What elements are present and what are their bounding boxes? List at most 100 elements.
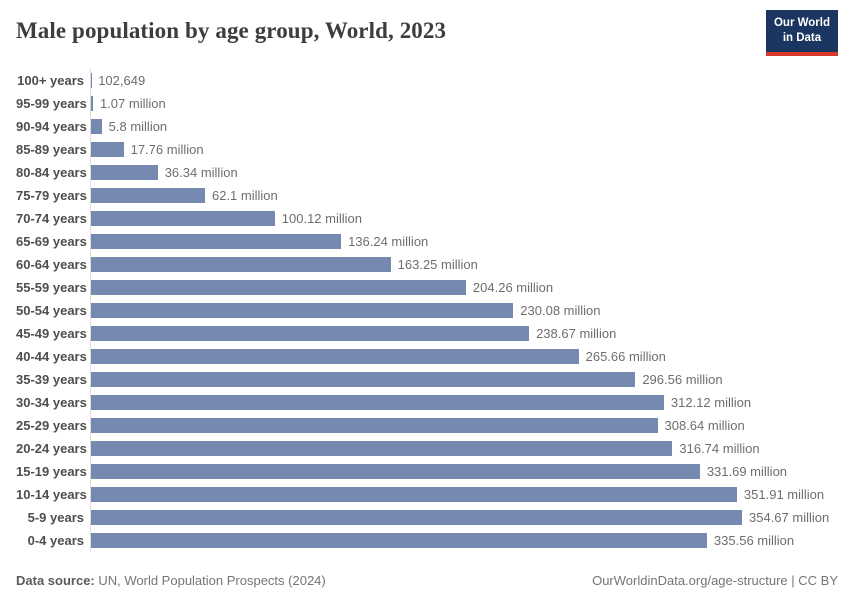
credit-link[interactable]: OurWorldinData.org/age-structure | CC BY xyxy=(592,573,838,588)
bar-row: 95-99 years 1.07 million xyxy=(16,91,843,115)
bar-row: 50-54 years 230.08 million xyxy=(16,298,843,322)
value-label: 351.91 million xyxy=(743,486,825,502)
bar[interactable] xyxy=(91,394,664,410)
age-group-label: 50-54 years xyxy=(16,302,87,318)
bar-row: 15-19 years 331.69 million xyxy=(16,459,843,483)
bar-row: 100+ years 102,649 xyxy=(16,68,843,92)
bar[interactable] xyxy=(91,486,737,502)
bar-row: 35-39 years 296.56 million xyxy=(16,367,843,391)
age-group-label: 75-79 years xyxy=(16,187,87,203)
bar[interactable] xyxy=(91,256,391,272)
bar-row: 40-44 years 265.66 million xyxy=(16,344,843,368)
bar-row: 0-4 years 335.56 million xyxy=(16,528,843,552)
value-label: 102,649 xyxy=(98,72,146,88)
bar-row: 25-29 years 308.64 million xyxy=(16,413,843,437)
bar-row: 45-49 years 238.67 million xyxy=(16,321,843,345)
bar-track: 308.64 million xyxy=(90,413,843,437)
bar[interactable] xyxy=(91,233,342,249)
age-group-label: 5-9 years xyxy=(27,509,84,525)
bar-track: 335.56 million xyxy=(90,528,843,552)
bar-track: 5.8 million xyxy=(90,114,843,138)
value-label: 238.67 million xyxy=(536,325,617,341)
bar-track: 17.76 million xyxy=(90,137,843,161)
bar[interactable] xyxy=(91,417,658,433)
bar[interactable] xyxy=(91,325,530,341)
bar-track: 204.26 million xyxy=(90,275,843,299)
age-group-label: 95-99 years xyxy=(16,95,87,111)
bar-row: 80-84 years 36.34 million xyxy=(16,160,843,184)
bar-track: 36.34 million xyxy=(90,160,843,184)
age-group-label: 45-49 years xyxy=(16,325,87,341)
age-group-label: 80-84 years xyxy=(16,164,87,180)
bar-row: 5-9 years 354.67 million xyxy=(16,505,843,529)
bar[interactable] xyxy=(91,279,466,295)
bar-track: 312.12 million xyxy=(90,390,843,414)
value-label: 17.76 million xyxy=(130,141,204,157)
age-group-label: 70-74 years xyxy=(16,210,87,226)
bar-track: 102,649 xyxy=(90,68,843,92)
value-label: 62.1 million xyxy=(211,187,278,203)
bar-track: 136.24 million xyxy=(90,229,843,253)
bar[interactable] xyxy=(91,509,742,525)
bar[interactable] xyxy=(91,302,514,318)
value-label: 1.07 million xyxy=(99,95,166,111)
value-label: 265.66 million xyxy=(585,348,666,364)
bar-row: 90-94 years 5.8 million xyxy=(16,114,843,138)
age-group-label: 10-14 years xyxy=(16,486,87,502)
bar-row: 60-64 years 163.25 million xyxy=(16,252,843,276)
bar[interactable] xyxy=(91,210,275,226)
bar[interactable] xyxy=(91,164,158,180)
bar-track: 316.74 million xyxy=(90,436,843,460)
value-label: 296.56 million xyxy=(642,371,723,387)
value-label: 136.24 million xyxy=(348,233,429,249)
age-group-label: 25-29 years xyxy=(16,417,87,433)
chart-footer: Data source: UN, World Population Prospe… xyxy=(16,573,838,588)
bar[interactable] xyxy=(91,187,205,203)
age-group-label: 20-24 years xyxy=(16,440,87,456)
value-label: 308.64 million xyxy=(664,417,745,433)
owid-logo[interactable]: Our World in Data xyxy=(765,10,838,56)
age-group-label: 85-89 years xyxy=(16,141,87,157)
bar[interactable] xyxy=(91,463,700,479)
value-label: 354.67 million xyxy=(749,509,830,525)
age-group-label: 40-44 years xyxy=(16,348,87,364)
bar[interactable] xyxy=(91,532,707,548)
bar-track: 265.66 million xyxy=(90,344,843,368)
bar-track: 62.1 million xyxy=(90,183,843,207)
owid-logo-line1: Our World xyxy=(773,17,830,29)
bar-row: 30-34 years 312.12 million xyxy=(16,390,843,414)
bar-row: 10-14 years 351.91 million xyxy=(16,482,843,506)
bar-row: 55-59 years 204.26 million xyxy=(16,275,843,299)
bar[interactable] xyxy=(91,95,93,111)
bar-track: 296.56 million xyxy=(90,367,843,391)
value-label: 36.34 million xyxy=(164,164,238,180)
value-label: 316.74 million xyxy=(679,440,760,456)
bar-row: 65-69 years 136.24 million xyxy=(16,229,843,253)
bar[interactable] xyxy=(91,118,102,134)
value-label: 163.25 million xyxy=(397,256,478,272)
age-group-label: 90-94 years xyxy=(16,118,87,134)
bar-row: 20-24 years 316.74 million xyxy=(16,436,843,460)
bar[interactable] xyxy=(91,348,579,364)
chart-title: Male population by age group, World, 202… xyxy=(16,18,447,43)
value-label: 312.12 million xyxy=(670,394,752,410)
bar[interactable] xyxy=(91,141,124,157)
bar-track: 351.91 million xyxy=(90,482,843,506)
age-group-label: 0-4 years xyxy=(27,532,84,548)
bar-row: 85-89 years 17.76 million xyxy=(16,137,843,161)
value-label: 204.26 million xyxy=(472,279,554,295)
age-group-label: 60-64 years xyxy=(16,256,87,272)
value-label: 230.08 million xyxy=(520,302,601,318)
bar[interactable] xyxy=(91,440,673,456)
value-label: 335.56 million xyxy=(713,532,795,548)
age-group-label: 30-34 years xyxy=(16,394,87,410)
data-source-text: UN, World Population Prospects (2024) xyxy=(94,573,326,588)
age-group-label: 100+ years xyxy=(17,72,84,88)
age-group-label: 65-69 years xyxy=(16,233,87,249)
bar-track: 1.07 million xyxy=(90,91,843,115)
value-label: 5.8 million xyxy=(108,118,168,134)
bar-track: 100.12 million xyxy=(90,206,843,230)
data-source-note: Data source: UN, World Population Prospe… xyxy=(16,573,326,588)
bar[interactable] xyxy=(91,371,636,387)
value-label: 331.69 million xyxy=(706,463,788,479)
